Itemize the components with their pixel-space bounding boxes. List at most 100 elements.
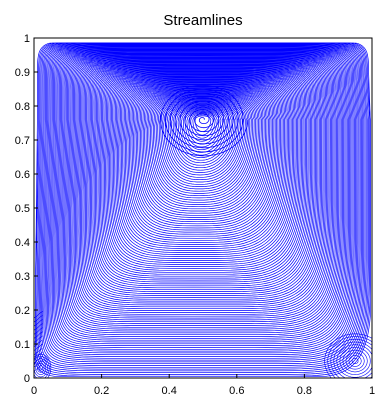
streamline <box>345 352 365 370</box>
streamline <box>164 101 242 178</box>
streamline <box>66 55 340 328</box>
streamline <box>182 109 224 151</box>
streamline <box>34 364 43 372</box>
streamline <box>64 53 342 332</box>
streamline <box>154 96 252 194</box>
streamline <box>98 70 308 279</box>
streamline <box>190 113 216 139</box>
streamline <box>351 358 359 364</box>
streamline <box>34 351 43 360</box>
streamline <box>118 79 288 249</box>
streamline <box>144 91 262 210</box>
streamline <box>50 47 355 352</box>
streamline <box>130 85 276 231</box>
streamline <box>93 67 313 287</box>
x-tick-label: 1 <box>369 385 375 397</box>
streamline <box>34 360 43 368</box>
streamline <box>120 80 285 245</box>
streamline <box>102 72 304 273</box>
streamline <box>37 363 45 373</box>
streamline <box>49 47 356 354</box>
streamline <box>176 106 230 161</box>
streamline <box>140 89 266 216</box>
streamline <box>147 92 259 205</box>
streamline <box>34 343 43 352</box>
streamline <box>34 339 43 347</box>
streamline <box>70 56 336 323</box>
y-tick-label: 0.6 <box>15 169 30 181</box>
streamline <box>114 77 292 255</box>
streamline <box>122 81 284 243</box>
streamline <box>336 344 372 378</box>
y-tick-label: 0.5 <box>15 203 30 215</box>
streamline <box>134 87 272 225</box>
streamline <box>34 347 43 356</box>
streamline <box>81 61 325 306</box>
streamline <box>133 86 273 227</box>
streamline <box>34 319 43 327</box>
streamline <box>34 323 43 331</box>
streamline <box>177 107 229 159</box>
streamline <box>138 89 268 218</box>
streamline <box>126 83 280 237</box>
streamline <box>168 102 238 173</box>
streamline <box>34 311 43 319</box>
streamline <box>86 64 320 298</box>
streamline <box>171 104 235 169</box>
streamline <box>90 66 316 292</box>
streamline <box>91 66 315 291</box>
streamline <box>57 51 348 341</box>
streamline <box>62 53 343 334</box>
streamline <box>39 42 366 368</box>
x-tick-label: 0.8 <box>297 385 312 397</box>
x-tick-label: 0.6 <box>229 385 244 397</box>
streamline <box>38 42 367 370</box>
streamline <box>137 88 269 220</box>
y-tick-label: 0.3 <box>15 271 30 283</box>
streamline <box>95 68 311 285</box>
streamline <box>330 338 372 378</box>
streamline <box>34 356 43 364</box>
streamline <box>53 48 353 348</box>
streamline <box>115 78 291 253</box>
y-tick-label: 0.8 <box>15 101 30 113</box>
streamline <box>43 44 362 363</box>
streamline <box>72 57 334 319</box>
streamline <box>77 60 329 311</box>
streamline <box>71 57 335 321</box>
streamline <box>149 94 257 201</box>
streamline <box>160 84 249 157</box>
y-tick-label: 0.9 <box>15 67 30 79</box>
streamline <box>158 98 248 187</box>
chart-title: Streamlines <box>163 12 242 29</box>
streamline <box>123 81 283 241</box>
streamline <box>107 74 299 265</box>
streamline <box>87 64 319 296</box>
streamline <box>160 99 246 185</box>
streamline <box>145 92 261 208</box>
y-tick-label: 0.2 <box>15 305 30 317</box>
streamline <box>34 315 43 323</box>
y-tick-label: 1 <box>24 33 30 45</box>
x-tick-label: 0.4 <box>162 385 177 397</box>
streamline-group <box>34 42 372 378</box>
streamline <box>80 61 326 308</box>
streamline <box>65 54 341 330</box>
streamline <box>342 349 368 373</box>
streamline <box>60 52 346 337</box>
streamline <box>96 69 310 283</box>
streamline <box>117 78 289 251</box>
streamline <box>34 335 43 343</box>
streamline <box>101 71 305 275</box>
streamline <box>142 90 264 212</box>
y-tick-label: 0.1 <box>15 339 30 351</box>
streamline <box>339 347 371 375</box>
streamline <box>38 365 43 371</box>
streamline <box>61 52 345 336</box>
streamline <box>166 102 240 176</box>
streamline <box>73 58 332 317</box>
streamline <box>34 331 43 339</box>
streamline <box>163 100 243 181</box>
streamline <box>119 80 287 247</box>
streamline <box>34 353 52 378</box>
